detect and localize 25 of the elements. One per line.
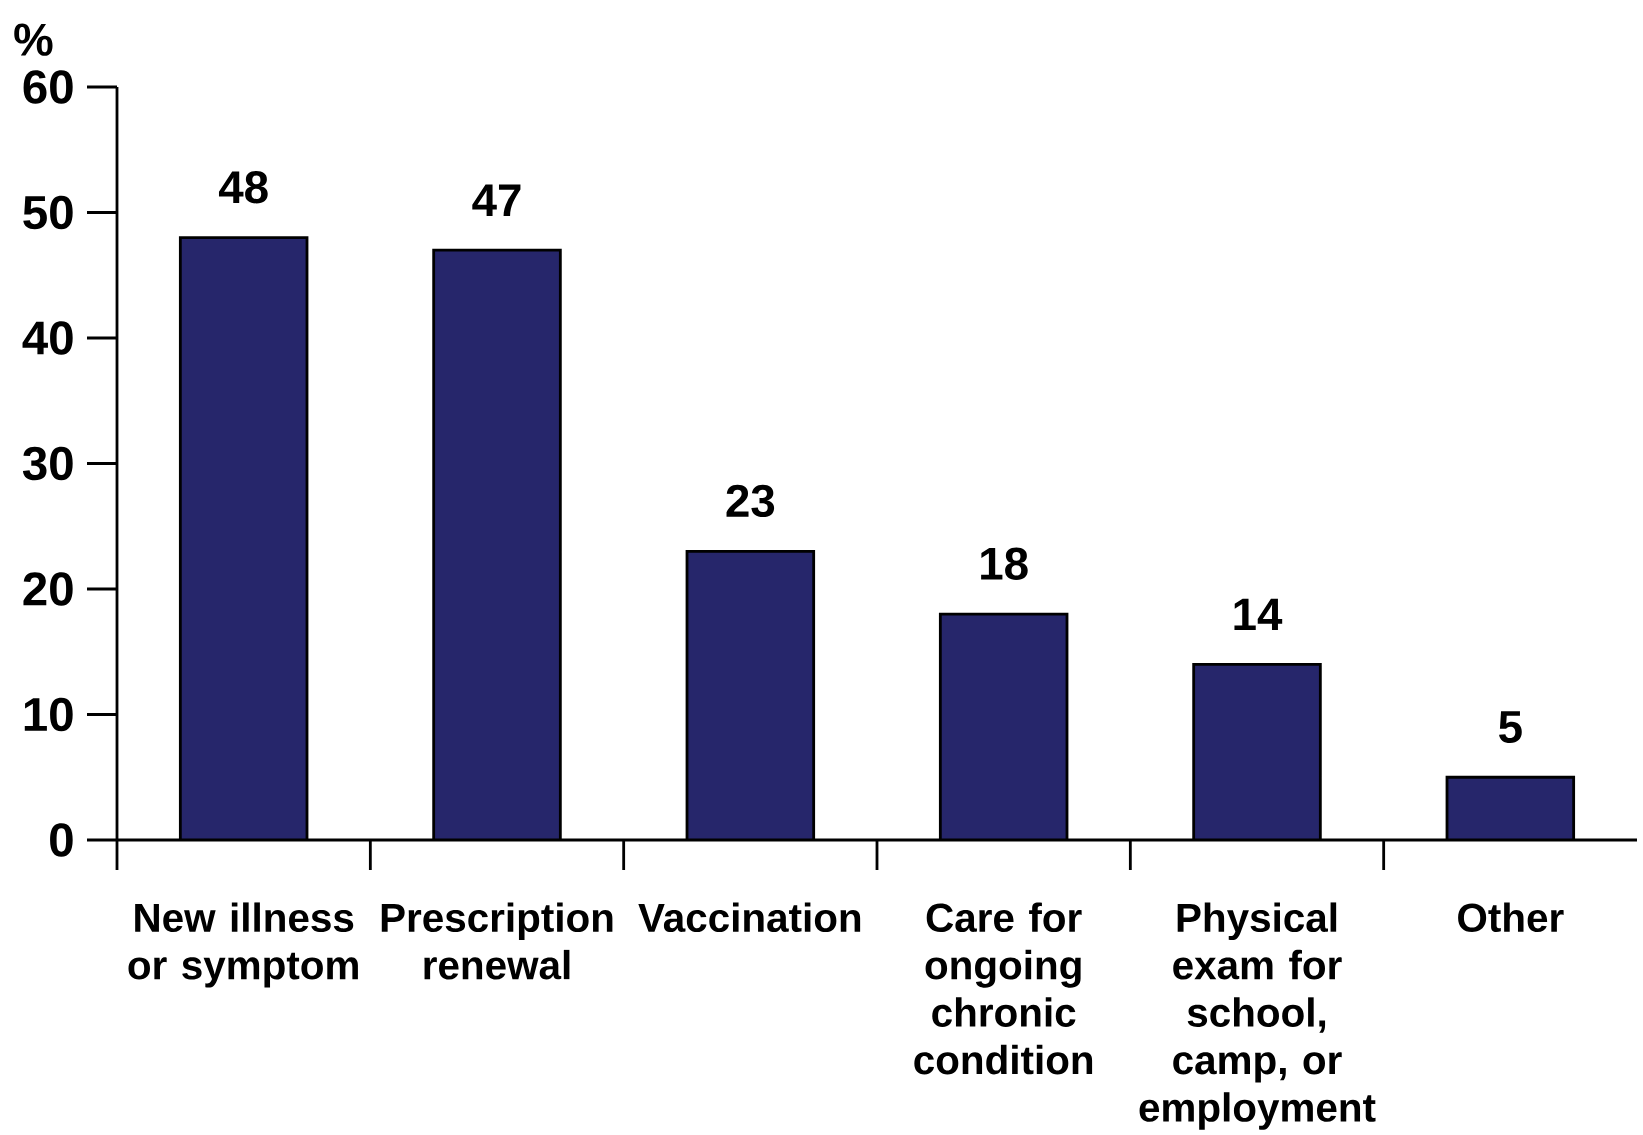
y-tick-label: 10 [24, 697, 73, 732]
data-label: 47 [472, 184, 521, 216]
x-tick-label: Physical exam for school, camp, or employment [1139, 902, 1376, 1130]
y-tick-label: 50 [23, 195, 73, 230]
y-tick-label: 0 [50, 823, 73, 857]
bar [687, 551, 814, 840]
x-tick-label: New illness or symptom [128, 902, 358, 988]
y-axis-title: % [14, 23, 53, 56]
bar [1193, 664, 1321, 840]
data-label: 18 [981, 547, 1028, 580]
bar [180, 237, 308, 840]
y-tick-label: 40 [22, 321, 73, 355]
x-tick-label: Care for ongoing chronic condition [914, 902, 1093, 1075]
data-label: 5 [1499, 711, 1522, 744]
x-tick-label: Prescription renewal [381, 902, 613, 980]
data-label: 14 [1234, 598, 1283, 631]
data-label: 23 [726, 484, 775, 518]
y-tick-label: 60 [23, 70, 73, 104]
y-tick-label: 30 [22, 446, 73, 481]
y-tick-label: 20 [23, 572, 73, 606]
data-label: 48 [218, 171, 268, 204]
bar [940, 614, 1067, 840]
x-tick-label: Other [1458, 902, 1564, 933]
bar [433, 250, 561, 840]
x-tick-label: Vaccination [638, 902, 861, 933]
